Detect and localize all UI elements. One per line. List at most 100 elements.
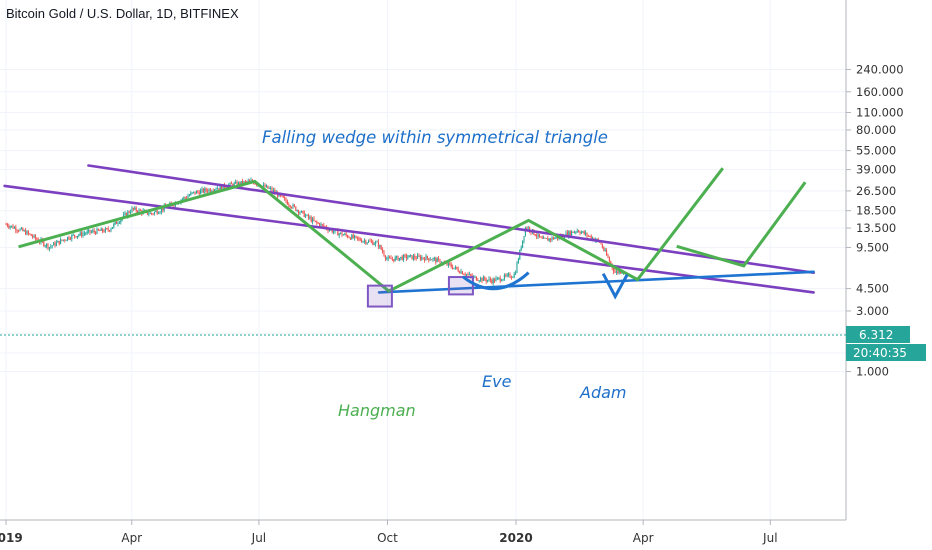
candle-body: [25, 230, 27, 235]
candle-body: [114, 221, 116, 224]
candle-body: [55, 242, 57, 246]
projection-zigzag-path-secondary[interactable]: [676, 181, 807, 268]
candle-body: [111, 227, 113, 229]
candle-body: [617, 271, 619, 274]
candle-body: [76, 235, 78, 238]
candle-body: [120, 219, 122, 223]
candle-body: [359, 238, 361, 241]
wedge-upper-trendline[interactable]: [87, 164, 815, 275]
candle-body: [271, 188, 273, 191]
candle-body: [296, 210, 298, 212]
candle-body: [369, 240, 371, 242]
annotation-hangman: Hangman: [338, 401, 416, 420]
candle-body: [116, 221, 118, 224]
candle-body: [19, 229, 21, 231]
candle-body: [489, 278, 491, 281]
candle-body: [373, 243, 375, 245]
candle-body: [492, 278, 494, 284]
candle-body: [418, 255, 420, 257]
candle-body: [61, 239, 63, 241]
candle-body: [78, 234, 80, 236]
candle-body: [71, 235, 73, 240]
candle-body: [372, 241, 374, 245]
candle-body: [60, 239, 62, 244]
candle-body: [156, 210, 158, 214]
candle-body: [503, 275, 505, 280]
candle-body: [592, 237, 594, 240]
candle-body: [356, 236, 358, 239]
candle-body: [394, 257, 396, 261]
grid-lines: [0, 0, 846, 520]
candle-body: [384, 255, 386, 259]
candle-body: [505, 275, 507, 276]
candle-body: [93, 230, 95, 232]
time-tick-label: 2020: [499, 531, 532, 545]
wedge-lower-trendline[interactable]: [3, 184, 815, 294]
candle-body: [96, 228, 98, 234]
projection-zigzag-path[interactable]: [18, 167, 724, 293]
candle-body: [75, 236, 77, 238]
candle-body: [361, 240, 363, 243]
candle-body: [358, 238, 360, 240]
candle-body: [8, 225, 10, 228]
candle-body: [578, 230, 580, 233]
candle-body: [551, 237, 553, 240]
candle-body: [456, 266, 458, 269]
candle-body: [263, 184, 265, 186]
candle-body: [513, 274, 515, 278]
candle-body: [382, 249, 384, 253]
candle-body: [288, 204, 290, 206]
candle-body: [477, 280, 479, 282]
candle-body: [397, 256, 399, 261]
candle-body: [317, 222, 319, 224]
hangman-marker-box[interactable]: [366, 284, 393, 308]
eve-arc[interactable]: [461, 271, 530, 291]
candle-body: [474, 276, 476, 278]
candle-body: [344, 233, 346, 235]
candle-body: [100, 228, 102, 231]
candle-body: [128, 211, 130, 213]
candle-body: [432, 258, 434, 260]
candle-body: [387, 257, 389, 259]
candle-body: [208, 189, 210, 192]
price-tick-label: 1.000: [856, 365, 889, 379]
drawing-overlays: [3, 164, 815, 308]
candle-body: [426, 256, 428, 259]
candle-body: [64, 239, 66, 241]
candle-body: [131, 207, 133, 212]
candle-body: [470, 274, 472, 276]
candle-body: [117, 223, 119, 225]
candle-body: [522, 240, 524, 248]
candle-body: [601, 244, 603, 248]
candle-body: [34, 235, 36, 239]
candle-body: [67, 236, 69, 241]
candle-body: [613, 267, 615, 272]
candle-body: [58, 240, 60, 244]
candle-body: [81, 232, 83, 236]
candle-body: [547, 238, 549, 241]
candle-body: [291, 207, 293, 208]
candle-body: [27, 231, 29, 234]
time-axis-ticks[interactable]: 2019 Apr Jul Oct 2020 Apr Jul: [0, 520, 778, 545]
price-axis-panel[interactable]: [846, 0, 932, 520]
countdown-badge: [846, 344, 926, 361]
candle-body: [9, 226, 11, 228]
candle-body: [134, 207, 136, 210]
candle-body: [216, 188, 218, 190]
candle-body: [186, 197, 188, 199]
candle-body: [439, 259, 441, 264]
candle-body: [79, 232, 81, 235]
candle-body: [250, 180, 252, 181]
candle-body: [566, 232, 568, 237]
adam-v-mark[interactable]: [601, 272, 629, 300]
candle-body: [524, 227, 526, 237]
candle-body: [412, 255, 414, 260]
candle-body: [18, 230, 20, 232]
triangle-support-trendline[interactable]: [377, 270, 815, 294]
candle-body: [281, 195, 283, 197]
candle-body: [607, 255, 609, 258]
candle-body: [354, 235, 356, 238]
candle-body: [313, 218, 315, 221]
candle-body: [289, 205, 291, 208]
